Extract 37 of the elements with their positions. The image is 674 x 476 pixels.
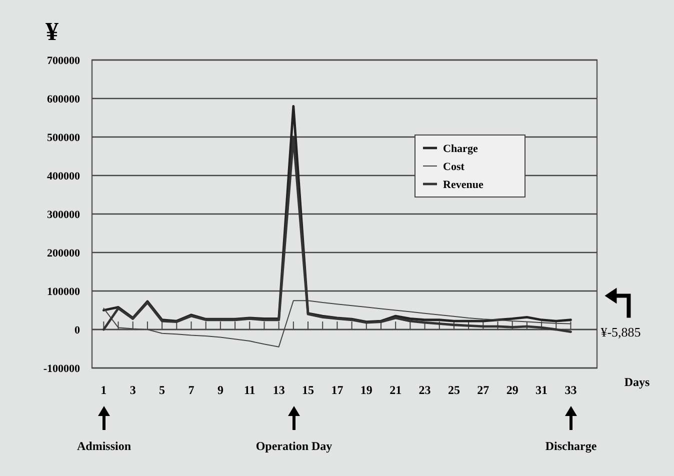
x-tick-label: 7 — [188, 383, 194, 397]
x-tick-label: 1 — [100, 383, 107, 397]
x-tick-label: 33 — [564, 383, 577, 397]
line-series — [102, 136, 572, 333]
legend-label: Charge — [443, 142, 478, 155]
x-tick-label: 21 — [390, 383, 402, 397]
x-tick-label: 11 — [244, 383, 256, 397]
y-tick-label: 600000 — [47, 93, 80, 106]
x-tick-label: 19 — [360, 383, 372, 397]
x-tick-label: 23 — [418, 383, 431, 397]
x-tick-label: 29 — [506, 383, 518, 397]
x-tick-label: 17 — [331, 383, 344, 397]
text: Admission — [76, 439, 132, 453]
y-tick-label: 200000 — [47, 247, 80, 260]
x-tick-label: 25 — [448, 383, 460, 397]
y-tick-label: 300000 — [47, 208, 80, 221]
annotation: ¥-5,885 — [600, 324, 641, 340]
y-tick-label: 400000 — [47, 170, 80, 182]
line-series — [102, 105, 572, 323]
y-tick-label: 100000 — [47, 286, 80, 298]
y-tick-label: -100000 — [43, 362, 80, 375]
y-tick-label: 0 — [74, 324, 80, 336]
x-tick-label: 15 — [302, 383, 314, 397]
x-tick-label: 27 — [477, 383, 490, 397]
y-tick-label: 500000 — [47, 132, 80, 144]
y-tick-label: 700000 — [47, 54, 80, 67]
text: Operation Day — [256, 439, 332, 453]
x-tick-label: 9 — [217, 383, 224, 397]
legend-label: Cost — [443, 160, 465, 173]
legend-label: Revenue — [443, 178, 484, 191]
y-axis-title: ¥ — [46, 17, 58, 46]
x-tick-label: 31 — [536, 383, 548, 397]
x-tick-label: 5 — [159, 383, 166, 397]
x-tick-label: 3 — [130, 383, 136, 397]
text: Discharge — [545, 439, 598, 453]
x-axis-title: Days — [624, 375, 650, 389]
x-tick-label: 13 — [272, 383, 285, 397]
